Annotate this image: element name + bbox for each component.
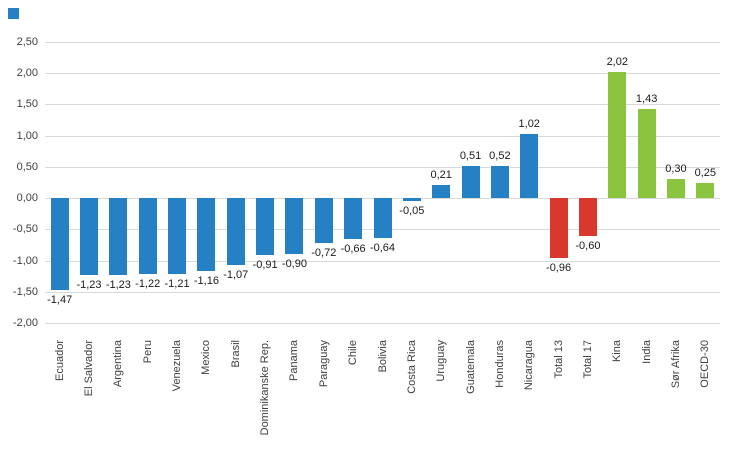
category-label: Costa Rica [405, 340, 418, 394]
bar-value-label: -1,07 [223, 268, 249, 281]
category-label: Paraguay [317, 340, 330, 388]
bar-value-label: -0,96 [546, 262, 572, 275]
bar [168, 198, 187, 274]
category-label: Mexico [200, 340, 213, 375]
bar [285, 198, 304, 255]
bar-value-label: 1,02 [518, 118, 540, 131]
bar-value-label: 0,25 [694, 166, 717, 179]
bar [549, 198, 568, 259]
category-label: Chile [347, 340, 360, 366]
bar-value-label: 1,43 [635, 92, 658, 105]
bar-value-label: 0,30 [665, 163, 687, 176]
bar-value-label: -0,66 [340, 243, 366, 256]
bar-value-label: -0,64 [369, 242, 396, 255]
bar-value-label: 0,51 [459, 150, 482, 163]
y-tick-label: 0,00 [16, 192, 38, 205]
category-label: India [640, 340, 653, 364]
category-label: Uruguay [435, 340, 448, 382]
bar-value-label: 0,21 [430, 168, 452, 181]
category-label: Dominikanske Rep. [259, 340, 272, 436]
bar [226, 198, 245, 265]
bar [432, 184, 451, 199]
gridline [45, 104, 720, 106]
category-label: Ecuador [53, 340, 66, 381]
bar-value-label: -1,23 [105, 278, 131, 291]
bar [314, 198, 333, 244]
category-label: Argentina [112, 340, 125, 388]
category-label: Total 13 [552, 340, 565, 379]
bar-value-label: -1,22 [135, 278, 161, 291]
category-label: Peru [141, 340, 154, 364]
bar [109, 198, 128, 275]
y-tick-label: 1,00 [16, 129, 38, 142]
category-label: Sør Afrika [669, 340, 682, 389]
bar-value-label: -0,90 [281, 258, 307, 271]
category-label: Venezuela [171, 340, 184, 392]
category-label: Total 17 [581, 340, 594, 379]
category-label: Nicaragua [523, 340, 536, 391]
bar [520, 134, 539, 199]
bar-value-label: -0,72 [311, 247, 337, 260]
bar [666, 179, 685, 199]
gridline [45, 135, 720, 137]
y-tick-label: 2,50 [16, 36, 38, 48]
gridline [45, 42, 720, 43]
category-label: Bolivia [376, 340, 389, 373]
bar-value-label: -1,16 [193, 274, 219, 287]
bar-value-label: 2,02 [606, 55, 628, 68]
bar [138, 198, 157, 275]
bar [197, 198, 216, 271]
category-label: Panama [288, 340, 301, 381]
bar-value-label: -0,05 [399, 205, 425, 218]
category-label: El Salvador [83, 340, 96, 397]
bar-value-label: -0,91 [252, 258, 278, 271]
bar [344, 198, 363, 240]
gridline [45, 323, 720, 324]
bar-value-label: -1,47 [47, 293, 73, 306]
y-tick-label: -1,50 [12, 285, 38, 298]
bar-value-label: -1,21 [164, 277, 190, 290]
bar-value-label: 0,52 [489, 149, 511, 162]
category-label: OECD-30 [699, 340, 712, 388]
bar-value-label: -1,23 [76, 278, 102, 291]
bar [50, 198, 69, 290]
category-label: Brasil [229, 340, 242, 368]
bar [696, 182, 715, 199]
category-label: Guatemala [464, 340, 477, 394]
y-tick-label: 2,00 [16, 67, 38, 80]
y-tick-label: -0,50 [12, 223, 38, 236]
corner-marker-icon [8, 8, 19, 19]
bar [490, 165, 509, 199]
bar [256, 198, 275, 255]
bar-value-label: -0,60 [575, 239, 601, 252]
gridline [45, 73, 720, 75]
bar [461, 166, 480, 199]
y-tick-label: -2,00 [12, 317, 38, 329]
gridline [45, 166, 720, 168]
bar [402, 198, 421, 202]
bar [80, 198, 99, 275]
bar [373, 198, 392, 239]
category-label: Honduras [493, 340, 506, 388]
y-tick-label: 0,50 [16, 160, 38, 173]
gridline [45, 291, 720, 293]
bar [578, 198, 597, 236]
bar [637, 108, 656, 199]
y-tick-label: -1,00 [12, 254, 38, 267]
gridline [45, 260, 720, 262]
bar [608, 71, 627, 199]
category-label: Kina [611, 340, 624, 363]
y-tick-label: 1,50 [16, 98, 38, 111]
